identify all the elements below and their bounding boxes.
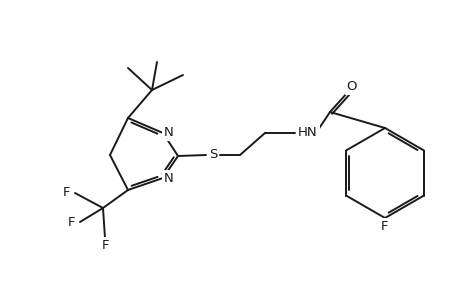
Text: S: S <box>208 148 217 161</box>
Text: O: O <box>346 80 357 92</box>
Text: F: F <box>102 239 110 253</box>
Text: HN: HN <box>297 127 317 140</box>
Text: N: N <box>164 125 174 139</box>
Text: F: F <box>63 185 71 199</box>
Text: F: F <box>68 217 76 230</box>
Text: N: N <box>164 172 174 185</box>
Text: F: F <box>381 220 388 233</box>
